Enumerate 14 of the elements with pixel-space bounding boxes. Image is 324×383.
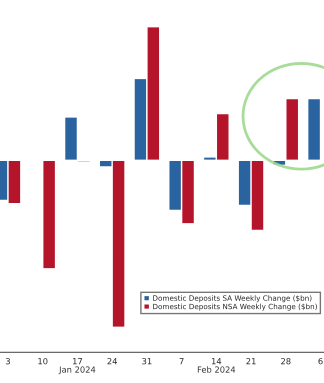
x-tick-label: 28 bbox=[281, 358, 291, 364]
x-tick-label: 3 bbox=[6, 358, 10, 364]
x-tick-label: 31 bbox=[142, 358, 152, 364]
bar bbox=[306, 98, 322, 162]
x-tick-label: 10 bbox=[38, 358, 48, 364]
x-tick-label: 7 bbox=[180, 358, 184, 364]
text: Jan 2024 bbox=[58, 366, 96, 374]
x-tick-label: 21 bbox=[246, 358, 256, 364]
x-tick-label: 14 bbox=[212, 358, 222, 364]
x-tick-label: 17 bbox=[73, 358, 82, 364]
x-tick-label: 6 bbox=[318, 358, 323, 364]
x-tick-label: 24 bbox=[107, 358, 117, 364]
bar bbox=[42, 160, 56, 270]
text: Feb 2024 bbox=[198, 366, 236, 373]
